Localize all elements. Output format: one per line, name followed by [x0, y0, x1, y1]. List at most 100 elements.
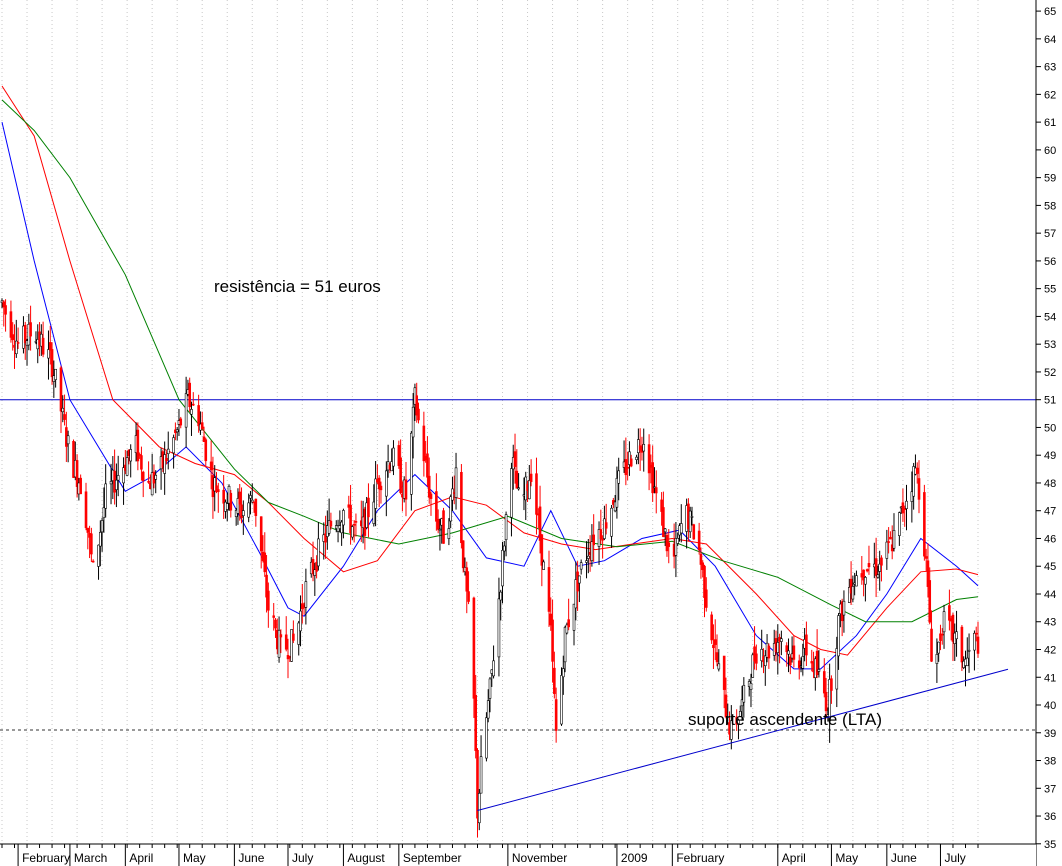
y-tick-label: 45 — [1044, 561, 1056, 573]
candle-body — [61, 407, 65, 413]
candle-body — [864, 577, 867, 585]
candle-body — [59, 367, 63, 412]
candle-body — [874, 558, 878, 576]
y-tick-label: 43 — [1044, 617, 1056, 629]
candle-body — [4, 305, 7, 315]
candle-body — [329, 520, 333, 527]
candle-body — [165, 457, 168, 461]
candle-body — [166, 448, 170, 454]
y-tick-label: 54 — [1044, 311, 1056, 323]
candle-body — [824, 691, 828, 712]
candle-body — [277, 629, 281, 658]
candle-body — [587, 555, 590, 559]
candle-body — [942, 611, 946, 633]
candle-body — [23, 324, 27, 344]
candle-body — [647, 444, 651, 474]
candle-body — [229, 492, 233, 511]
candle-body — [780, 638, 783, 642]
y-tick-label: 48 — [1044, 478, 1056, 490]
candle-body — [915, 467, 919, 474]
candle-body — [485, 717, 488, 759]
candle-body — [951, 614, 955, 642]
candle-body — [663, 528, 667, 533]
y-tick-label: 41 — [1044, 672, 1056, 684]
candle-body — [442, 510, 445, 544]
candle-body — [628, 451, 631, 465]
candle-body — [629, 458, 633, 467]
candle-body — [242, 510, 245, 517]
y-tick-label: 51 — [1044, 395, 1056, 407]
x-axis-panel — [0, 844, 1036, 866]
candle-body — [122, 467, 125, 484]
candle-body — [72, 441, 75, 478]
candle-body — [822, 671, 826, 694]
candle-body — [540, 534, 544, 566]
candle-body — [928, 580, 932, 623]
y-tick-label: 36 — [1044, 811, 1056, 823]
candle-body — [842, 600, 846, 616]
candle-body — [115, 479, 118, 490]
candle-body — [15, 340, 18, 355]
moving-average-line-1 — [1, 121, 979, 670]
support-trend-line — [477, 668, 1009, 811]
y-tick-label: 35 — [1044, 839, 1056, 851]
candle-body — [279, 634, 283, 638]
y-tick-label: 42 — [1044, 645, 1056, 657]
y-tick-label: 59 — [1044, 173, 1056, 185]
candle-body — [704, 589, 708, 608]
candle-body — [11, 334, 15, 341]
candle-body — [476, 749, 479, 819]
candle-body — [313, 569, 317, 576]
y-tick-label: 58 — [1044, 200, 1056, 212]
candle-body — [797, 660, 801, 669]
candle-body — [572, 603, 576, 631]
candle-body — [259, 516, 263, 552]
y-tick-label: 52 — [1044, 367, 1056, 379]
candle-body — [184, 393, 188, 428]
candle-body — [679, 523, 683, 534]
candle-body — [905, 500, 908, 509]
y-tick-label: 44 — [1044, 589, 1056, 601]
candle-body — [66, 435, 70, 445]
candle-body — [789, 656, 792, 666]
candle-body — [265, 574, 268, 598]
candle-body — [290, 629, 293, 662]
candle-body — [939, 633, 942, 641]
candle-body — [528, 480, 531, 500]
candle-body — [887, 541, 890, 543]
candle-body — [474, 695, 477, 751]
candle-body — [810, 661, 814, 664]
y-tick-label: 63 — [1044, 62, 1056, 74]
candle-body — [767, 645, 771, 659]
candle-body — [410, 432, 413, 495]
candle-body — [477, 793, 481, 824]
candle-body — [703, 565, 706, 598]
candle-body — [515, 470, 519, 489]
candle-body — [503, 545, 506, 552]
candle-body — [79, 477, 82, 495]
candle-body — [236, 498, 240, 514]
candle-body — [955, 631, 958, 640]
candle-body — [785, 645, 789, 653]
candle-body — [292, 633, 295, 641]
candle-body — [724, 694, 728, 718]
candle-body — [592, 534, 595, 546]
candle-body — [604, 522, 608, 529]
candle-body — [136, 429, 140, 462]
candle-body — [865, 569, 869, 572]
candle-body — [109, 481, 113, 485]
candle-body — [488, 678, 492, 699]
candle-body — [417, 408, 420, 421]
candle-body — [667, 542, 671, 547]
x-month-label: July — [944, 851, 965, 865]
candle-body — [535, 473, 538, 515]
candle-body — [599, 529, 603, 540]
candle-body — [497, 598, 501, 658]
candle-body — [662, 507, 665, 538]
candle-body — [855, 575, 858, 587]
candle-body — [801, 656, 805, 669]
candle-body — [560, 675, 563, 725]
candle-body — [549, 613, 553, 626]
y-tick-label: 47 — [1044, 506, 1056, 518]
